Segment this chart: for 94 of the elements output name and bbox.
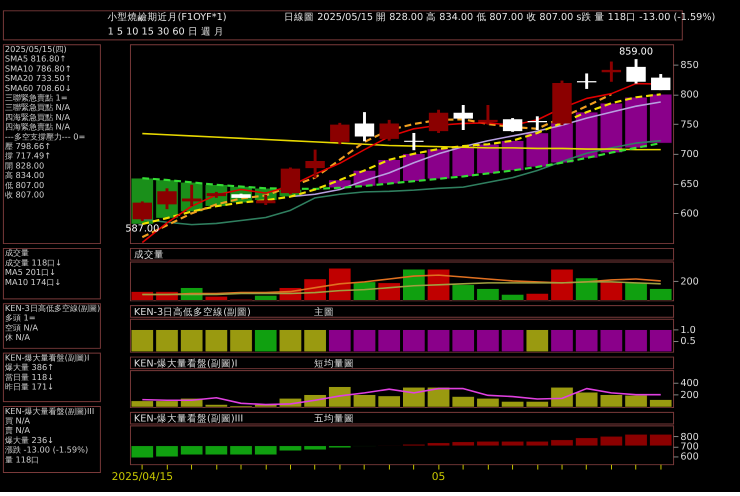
text: 撐 717.49↑ (4, 150, 52, 161)
y-tick-label: 850 (680, 60, 699, 71)
y-tick-label: 700 (680, 442, 699, 453)
text: SMA60 708.60↓ (4, 82, 72, 93)
chart-title: KEN-爆大量看盤(副圖)I (134, 357, 238, 370)
line-series (142, 388, 662, 406)
text: 2025/05/15(四) (4, 44, 67, 54)
text: 當日量 118↓ (4, 372, 54, 382)
text: 爆大量 236↓ (4, 434, 54, 445)
y-tick-label: 800 (680, 90, 699, 101)
text: 買 N/A (4, 415, 30, 426)
candlestick (502, 116, 522, 134)
text: 高 834.00 (4, 170, 44, 180)
candlestick (305, 148, 325, 180)
chart-subtitle: 主圖 (314, 306, 334, 318)
text: 賣 N/A (4, 425, 30, 436)
bar (452, 396, 475, 408)
text: 三聯緊急買點 N/A (4, 102, 70, 112)
chart-subtitle: 日線圖 2025/05/15 開 828.00 高 834.00 低 807.00 收 807.00 s跌 量 118口 -13.00 (-1.59%) (284, 11, 716, 24)
candlestick (651, 72, 670, 92)
y-tick-label: 200 (680, 390, 699, 402)
y-tick-label: 1.0 (680, 325, 696, 336)
text: 收 807.00 (4, 190, 44, 200)
chart-title: 小型燒鹼期近月(F1OYF*1) (108, 11, 227, 24)
text: 三聯緊急賣點 1= (4, 92, 68, 103)
text: 空頭 N/A (4, 322, 38, 332)
chart-title: 成交量 (134, 248, 164, 261)
bar (452, 442, 475, 446)
text: 爆大量 386↑ (4, 362, 54, 372)
text: SMA5 816.80↑ (4, 54, 66, 64)
annotation: 859.00 (619, 46, 653, 58)
y-tick-label: 700 (680, 149, 699, 160)
candlestick (626, 58, 646, 86)
bar (526, 441, 549, 446)
annotation: 587.00 (125, 224, 160, 235)
bar (254, 295, 278, 301)
text: 四海緊急買點 N/A (4, 112, 70, 122)
y-tick-label: 750 (680, 119, 699, 130)
text: ---多空支撐壓力--- 0= (4, 131, 86, 142)
text: KEN-3日高低多空線(副圖) (4, 302, 100, 313)
chart-title: KEN-爆大量看盤(副圖)III (134, 412, 244, 425)
text: MA10 174口↓ (4, 276, 62, 287)
candlestick (256, 193, 276, 206)
bar (526, 293, 549, 301)
line-series (141, 93, 662, 226)
text: 成交量 (4, 248, 29, 258)
chart-subtitle: 五均量圖 (314, 412, 354, 425)
text: 漲跌 -13.00 (-1.59%) (4, 444, 88, 455)
text: 四海緊急賣點 N/A (4, 122, 70, 132)
text: 壓 798.66↑ (4, 141, 52, 152)
bar (254, 446, 278, 456)
candlestick (379, 118, 399, 142)
y-tick-label: 600 (680, 208, 699, 220)
bar (649, 399, 672, 408)
text: MA5 201口↓ (4, 267, 56, 278)
bar (328, 386, 352, 408)
candlestick (404, 132, 424, 152)
text: 開 828.00 (4, 160, 44, 170)
text: 低 807.00 (4, 180, 44, 190)
chart-subtitle: 短均量圖 (314, 357, 354, 370)
y-tick-label: 650 (680, 178, 699, 190)
candlestick (330, 121, 350, 146)
text: 休 N/A (4, 332, 30, 342)
text: 昨日量 171↓ (4, 382, 54, 392)
bar (130, 400, 154, 408)
candlestick (428, 108, 448, 134)
candlestick (528, 114, 547, 132)
y-tick-label: 0.5 (680, 336, 696, 348)
bar (649, 94, 672, 144)
bar (130, 446, 154, 458)
chart-title: KEN-3日高低多空線(副圖) (134, 306, 251, 318)
y-tick-label: 400 (680, 378, 699, 389)
text: 量 118口 (4, 454, 40, 464)
candlestick (454, 104, 473, 132)
candlestick (478, 104, 498, 126)
text: SMA10 786.80↑ (4, 63, 72, 74)
text: SMA20 733.50↑ (4, 73, 72, 84)
candlestick (576, 72, 596, 90)
text: KEN-爆大量看盤(副圖)III (4, 406, 94, 416)
text: 多頭 1= (4, 312, 36, 323)
candlestick (354, 110, 374, 143)
y-tick-label: 600 (680, 452, 699, 463)
text: KEN-爆大量看盤(副圖)I (4, 352, 90, 362)
bar (526, 401, 549, 408)
x-tick-label: 05 (432, 470, 446, 484)
x-tick-label: 2025/04/15 (112, 470, 174, 484)
y-tick-label: 200 (680, 276, 699, 288)
line-series (290, 101, 662, 198)
bar (649, 434, 672, 446)
text: 1 5 10 15 30 60 日 週 月 (108, 26, 224, 38)
text: 成交量 118口↓ (4, 257, 62, 268)
y-tick-label: 800 (680, 432, 699, 443)
bar (452, 284, 475, 301)
bar (649, 288, 672, 301)
